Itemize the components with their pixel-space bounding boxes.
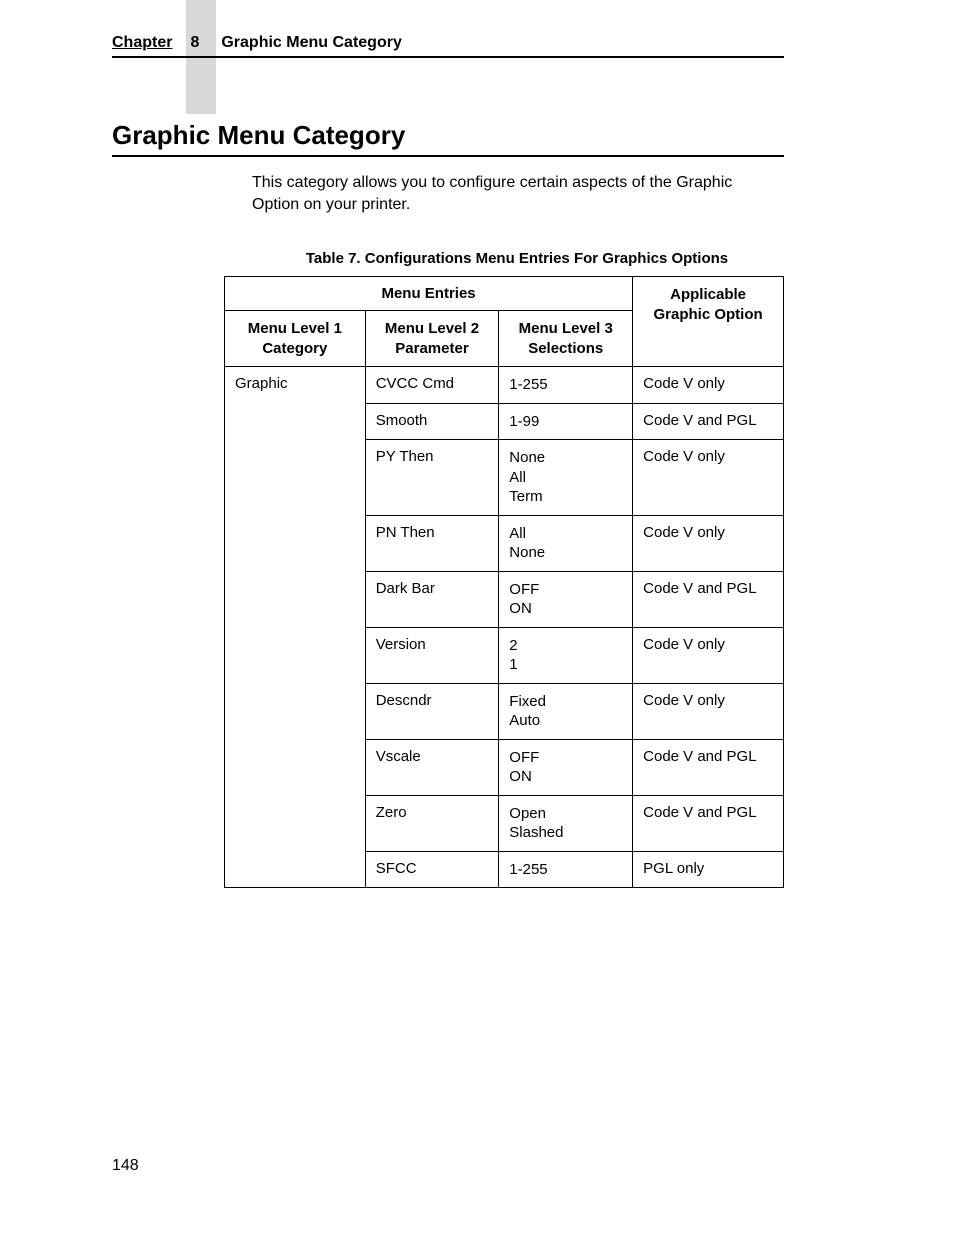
cell-category-empty [225,515,366,571]
cell-option: Code V and PGL [633,795,784,851]
cell-param: Dark Bar [365,571,499,627]
cell-option: Code V only [633,515,784,571]
section-heading-text: Graphic Menu Category [112,120,784,151]
header-level2: Menu Level 2 Parameter [365,311,499,367]
table-body: Graphic CVCC Cmd 1-255 Code V only Smoot… [225,367,784,888]
cell-category-empty [225,739,366,795]
table-row: Graphic CVCC Cmd 1-255 Code V only [225,367,784,404]
chapter-number: 8 [190,34,199,52]
cell-selections: None All Term [499,440,633,516]
cell-param: CVCC Cmd [365,367,499,404]
page-number: 148 [112,1157,139,1175]
cell-selections: All None [499,515,633,571]
cell-param: Zero [365,795,499,851]
header-menu-entries: Menu Entries [225,277,633,311]
cell-param: SFCC [365,851,499,888]
cell-category-empty [225,403,366,440]
header-level3: Menu Level 3 Selections [499,311,633,367]
cell-category-empty [225,571,366,627]
cell-category: Graphic [225,367,366,404]
table-row: PY Then None All Term Code V only [225,440,784,516]
table-header-row-1: Menu Entries Applicable Graphic Option [225,277,784,311]
cell-category-empty [225,440,366,516]
cell-option: Code V only [633,683,784,739]
cell-selections: 1-99 [499,403,633,440]
table-row: PN Then All None Code V only [225,515,784,571]
cell-category-empty [225,795,366,851]
chapter-header-title: Graphic Menu Category [221,34,401,52]
table-row: Dark Bar OFF ON Code V and PGL [225,571,784,627]
table-row: Vscale OFF ON Code V and PGL [225,739,784,795]
cell-option: Code V and PGL [633,571,784,627]
cell-option: Code V only [633,440,784,516]
cell-selections: 1-255 [499,851,633,888]
cell-option: Code V and PGL [633,403,784,440]
table-row: Smooth 1-99 Code V and PGL [225,403,784,440]
page-header: Chapter 8 Graphic Menu Category [112,34,784,58]
cell-param: Version [365,627,499,683]
table-row: SFCC 1-255 PGL only [225,851,784,888]
cell-param: Descndr [365,683,499,739]
cell-category-empty [225,851,366,888]
cell-selections: 2 1 [499,627,633,683]
cell-selections: Fixed Auto [499,683,633,739]
cell-option: PGL only [633,851,784,888]
section-heading: Graphic Menu Category [112,120,784,157]
cell-param: PY Then [365,440,499,516]
cell-param: PN Then [365,515,499,571]
cell-category-empty [225,683,366,739]
table-row: Version 2 1 Code V only [225,627,784,683]
cell-param: Smooth [365,403,499,440]
chapter-label: Chapter [112,34,172,52]
config-table: Menu Entries Applicable Graphic Option M… [224,276,784,888]
header-level1: Menu Level 1 Category [225,311,366,367]
cell-category-empty [225,627,366,683]
cell-selections: OFF ON [499,571,633,627]
table-row: Zero Open Slashed Code V and PGL [225,795,784,851]
cell-param: Vscale [365,739,499,795]
table-row: Descndr Fixed Auto Code V only [225,683,784,739]
cell-option: Code V only [633,627,784,683]
table-caption: Table 7. Configurations Menu Entries For… [252,250,782,267]
cell-selections: OFF ON [499,739,633,795]
cell-selections: Open Slashed [499,795,633,851]
header-applicable: Applicable Graphic Option [633,277,784,367]
intro-paragraph: This category allows you to configure ce… [252,172,772,217]
cell-option: Code V only [633,367,784,404]
cell-option: Code V and PGL [633,739,784,795]
cell-selections: 1-255 [499,367,633,404]
